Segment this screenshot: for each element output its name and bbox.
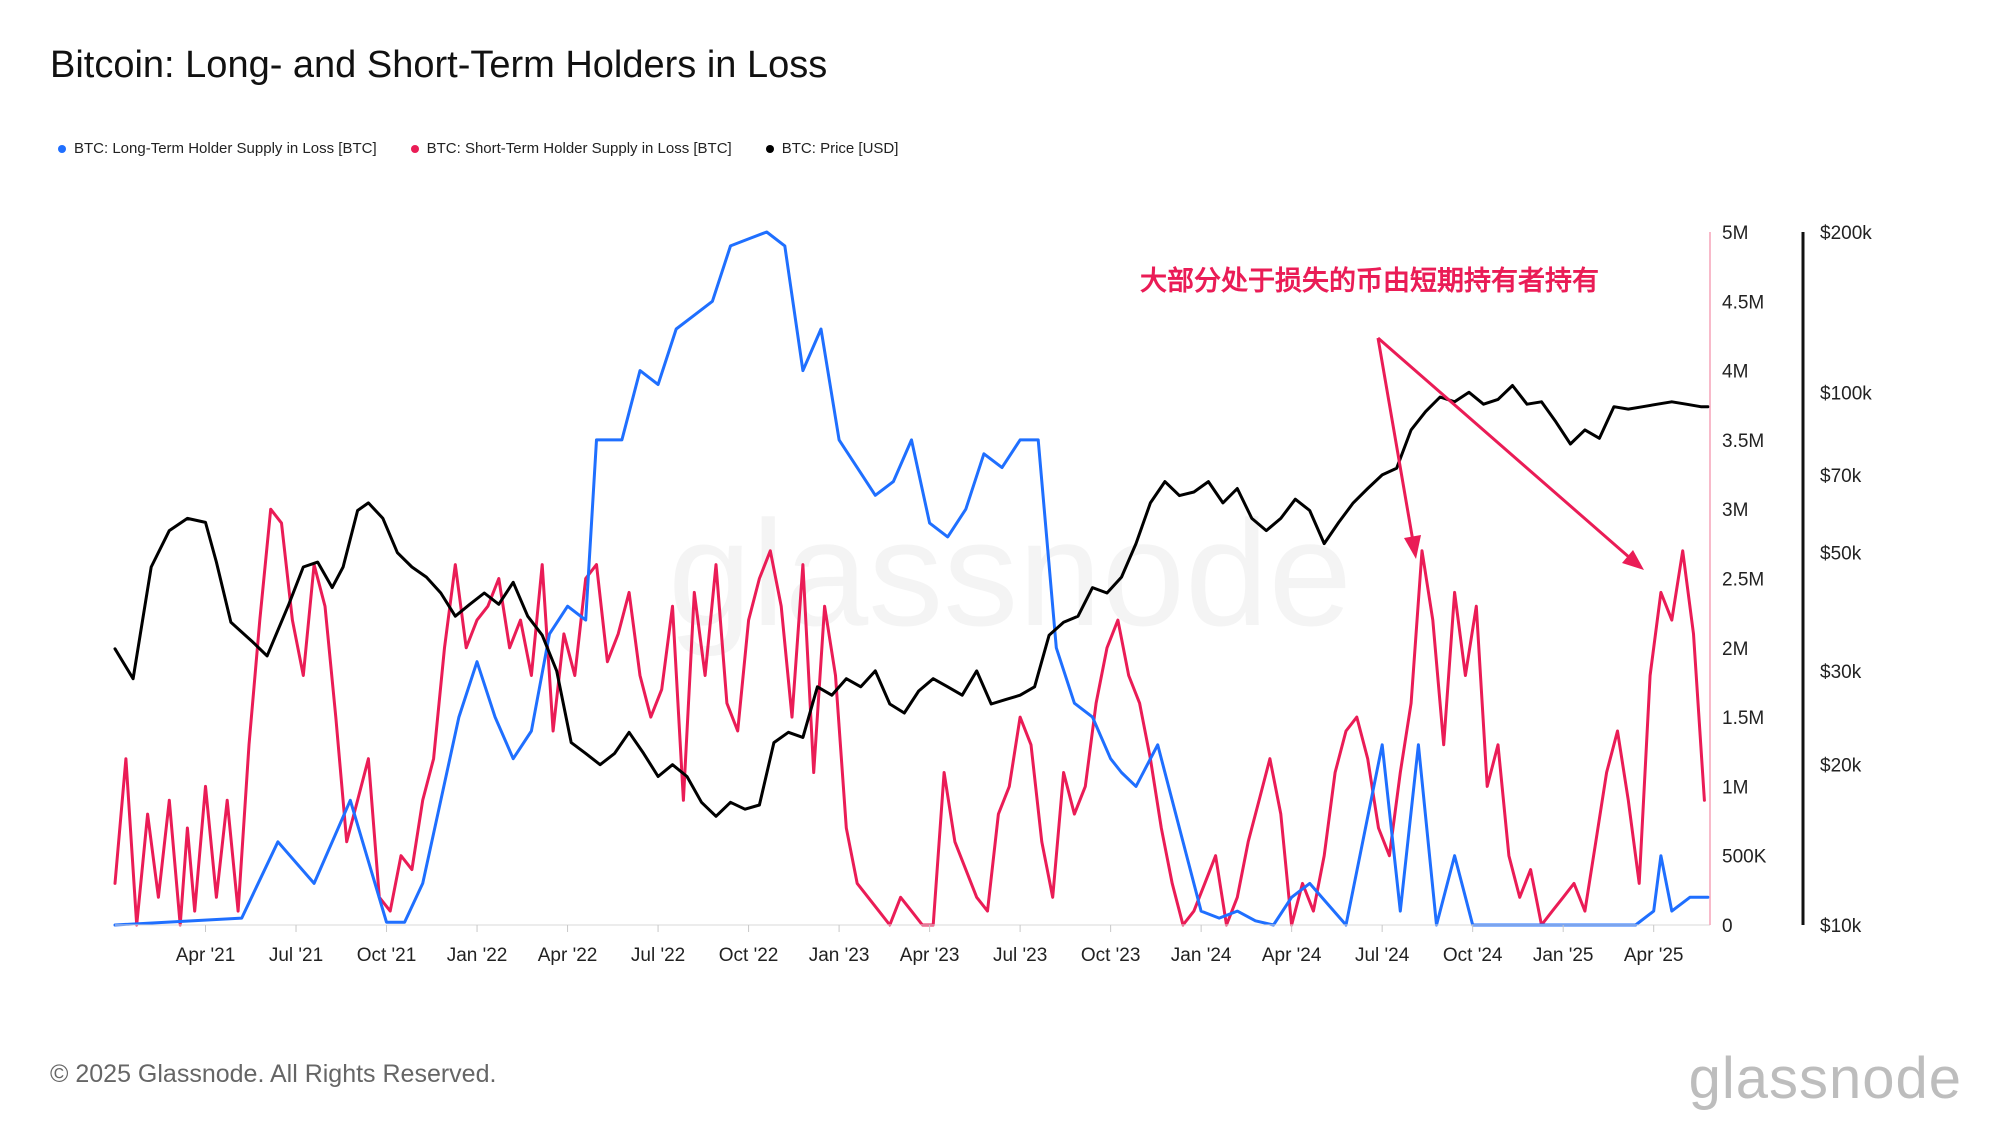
x-tick-label: Apr '25 (1624, 945, 1684, 966)
annotation-layer: 大部分处于损失的币由短期持有者持有 (1140, 265, 1644, 570)
y-right-tick-label: $20k (1820, 756, 1862, 777)
x-tick-label: Apr '22 (538, 945, 598, 966)
x-tick-label: Apr '21 (176, 945, 236, 966)
y-left-tick-label: 4.5M (1722, 292, 1764, 313)
x-tick-label: Apr '24 (1262, 945, 1322, 966)
y-left-tick-label: 3M (1722, 500, 1748, 521)
y-left-tick-label: 1.5M (1722, 708, 1764, 729)
y-right-tick-label: $100k (1820, 383, 1872, 404)
legend-dot-lth (58, 144, 66, 153)
x-tick-label: Oct '23 (1081, 945, 1141, 966)
legend-label-price: BTC: Price [USD] (781, 140, 899, 157)
series-sth-line (113, 507, 1706, 927)
copyright-footer: © 2025 Glassnode. All Rights Reserved. (50, 1060, 497, 1088)
axes-layer: Apr '21 Jul '21 Oct '21 Jan '22 Apr '22 Jul '… (115, 223, 1872, 966)
y-right-tick-label: $200k (1820, 223, 1872, 244)
x-tick-label: Jul '23 (993, 945, 1047, 966)
legend-item-sth[interactable]: BTC: Short-Term Holder Supply in Loss [B… (410, 140, 732, 157)
y-left-tick-label: 500K (1722, 847, 1767, 868)
legend-item-lth[interactable]: BTC: Long-Term Holder Supply in Loss [BT… (58, 140, 377, 157)
legend-label-sth: BTC: Short-Term Holder Supply in Loss [B… (426, 140, 732, 157)
legend-label-lth: BTC: Long-Term Holder Supply in Loss [BT… (74, 140, 377, 157)
legend: BTC: Long-Term Holder Supply in Loss [BT… (58, 140, 898, 157)
y-left-tick-label: 0 (1722, 916, 1733, 937)
legend-item-price[interactable]: BTC: Price [USD] (765, 140, 899, 157)
x-tick-label: Jul '22 (631, 945, 685, 966)
x-tick-label: Jan '25 (1533, 945, 1594, 966)
y-left-tick-label: 2M (1722, 639, 1748, 660)
x-tick-label: Oct '21 (357, 945, 417, 966)
y-left-tick-label: 1M (1722, 777, 1748, 798)
annotation-arrow-left (1376, 337, 1417, 554)
annotation-text: 大部分处于损失的币由短期持有者持有 (1140, 265, 1599, 297)
legend-dot-sth (410, 144, 419, 153)
legend-dot-price (765, 144, 774, 153)
x-tick-label: Jan '23 (809, 945, 870, 966)
x-tick-label: Oct '22 (719, 945, 779, 966)
y-right-tick-label: $10k (1820, 916, 1862, 937)
brand-logo: glassnode (1688, 1046, 1962, 1111)
series-lth-line (113, 230, 1710, 927)
x-tick-label: Jul '24 (1355, 945, 1410, 966)
y-left-tick-label: 4M (1722, 362, 1748, 383)
annotation-arrow-right (1377, 336, 1639, 567)
x-tick-label: Jul '21 (269, 945, 323, 966)
chart-title: Bitcoin: Long- and Short-Term Holders in… (50, 44, 828, 86)
y-left-tick-label: 5M (1722, 223, 1748, 244)
y-left-tick-label: 3.5M (1722, 431, 1764, 452)
annotation-arrowhead-right (1622, 550, 1644, 570)
x-tick-label: Apr '23 (900, 945, 960, 966)
y-left-tick-label: 2.5M (1722, 570, 1764, 591)
x-tick-label: Oct '24 (1443, 945, 1503, 966)
y-right-tick-label: $70k (1820, 466, 1862, 487)
x-tick-label: Jan '22 (447, 945, 508, 966)
annotation-arrowhead-left (1404, 535, 1421, 559)
x-tick-label: Jan '24 (1171, 945, 1232, 966)
y-right-tick-label: $30k (1820, 662, 1862, 683)
y-right-tick-label: $50k (1820, 544, 1862, 565)
